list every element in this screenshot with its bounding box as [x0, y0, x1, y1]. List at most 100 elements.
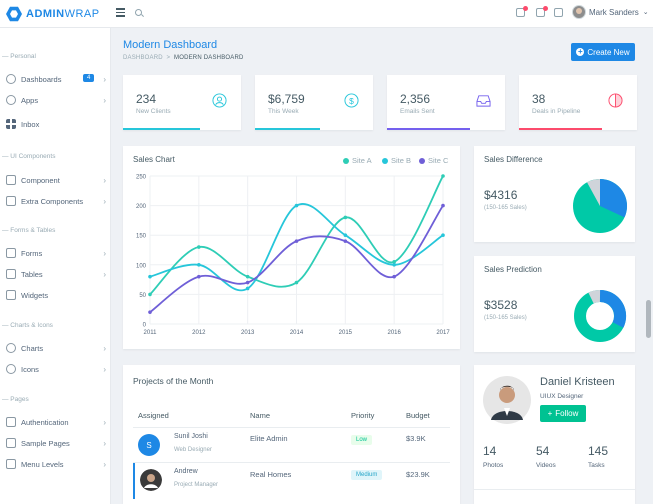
data-point[interactable]	[148, 310, 152, 314]
sidebar-section-personal: — Personal	[2, 53, 36, 60]
sales-prediction-donut	[574, 289, 627, 342]
data-point[interactable]	[343, 233, 348, 237]
sidebar-item-forms[interactable]: Forms ›	[0, 244, 111, 262]
profile-avatar	[483, 376, 531, 424]
sales-difference-value: $4316	[484, 188, 518, 202]
sales-line-chart: 0 50 100 150 200 250 2011 2012 2013 2014 2015 2016 2…	[136, 174, 450, 336]
data-point[interactable]	[392, 263, 396, 267]
chevron-down-icon: ⌄	[642, 9, 649, 16]
data-point[interactable]	[197, 274, 201, 279]
dollar-icon: $	[344, 93, 359, 108]
legend-label: Site A	[352, 156, 372, 165]
brand-bold: ADMIN	[26, 8, 65, 20]
sidebar-item-apps[interactable]: Apps ›	[0, 91, 111, 109]
chevron-right-icon: ›	[103, 438, 106, 448]
column-header-name[interactable]: Name	[250, 411, 271, 420]
data-point[interactable]	[294, 203, 299, 208]
data-point[interactable]	[441, 203, 445, 208]
legend-site-b: Site B	[382, 156, 411, 165]
data-point[interactable]	[392, 260, 396, 264]
sidebar-item-widgets[interactable]: Widgets	[0, 286, 111, 304]
data-point[interactable]	[392, 274, 396, 279]
data-point[interactable]	[343, 239, 348, 243]
sidebar-item-dashboards[interactable]: Dashboards 4 ›	[0, 70, 111, 88]
data-point[interactable]	[245, 274, 250, 279]
x-tick-label: 2016	[387, 330, 401, 336]
legend-dot	[419, 157, 425, 164]
gauge-icon	[6, 74, 16, 84]
sidebar-section-pages: — Pages	[2, 396, 29, 403]
donut-ring-gray	[588, 290, 601, 304]
component-icon	[6, 175, 16, 185]
data-point[interactable]	[197, 263, 201, 267]
legend-label: Site B	[391, 156, 412, 165]
chevron-right-icon: ›	[103, 95, 106, 105]
sidebar-item-extra-components[interactable]: Extra Components ›	[0, 192, 111, 210]
data-point[interactable]	[197, 245, 201, 249]
create-new-button[interactable]: + Create New	[571, 43, 635, 61]
sidebar-item-tables[interactable]: Tables ›	[0, 265, 111, 283]
column-header-priority[interactable]: Priority	[351, 411, 375, 420]
sales-chart-card: Sales Chart Site A Site B Site C 0 50 100 1…	[123, 146, 460, 349]
progress-bar	[519, 128, 602, 130]
sidebar: — Personal Dashboards 4 › Apps › Inbox —…	[0, 28, 111, 504]
project-budget: $23.9K	[406, 470, 430, 479]
data-point[interactable]	[343, 215, 348, 220]
x-tick-label: 2014	[290, 330, 304, 336]
data-point[interactable]	[148, 274, 152, 279]
data-point[interactable]	[294, 280, 299, 285]
stat-card-this-week: $6,759 This Week $	[255, 75, 373, 130]
data-point[interactable]	[441, 233, 445, 237]
assignee-name: Andrew	[174, 468, 198, 475]
sidebar-item-menu-levels[interactable]: Menu Levels ›	[0, 455, 111, 473]
messages-icon[interactable]	[536, 6, 548, 18]
apps-icon[interactable]	[554, 6, 564, 18]
table-row[interactable]: S Sunil Joshi Web Designer Elite Admin L…	[133, 428, 450, 462]
table-row[interactable]: Andrew Project Manager Real Homes Medium…	[133, 463, 450, 499]
data-point[interactable]	[148, 292, 152, 297]
hamburger-menu-icon[interactable]	[116, 8, 125, 20]
project-name: Real Homes	[250, 470, 292, 479]
user-menu[interactable]: Mark Sanders ⌄	[572, 5, 649, 19]
sidebar-item-label: Widgets	[21, 290, 49, 300]
column-header-assigned[interactable]: Assigned	[138, 411, 169, 420]
search-icon[interactable]	[135, 9, 142, 16]
notification-badge: 4	[83, 74, 95, 82]
data-point[interactable]	[245, 280, 250, 285]
photos-count: 14	[483, 444, 497, 458]
tasks-count: 145	[588, 444, 609, 458]
sidebar-item-label: Authentication	[21, 417, 69, 427]
sidebar-item-charts[interactable]: Charts ›	[0, 339, 111, 357]
sidebar-item-authentication[interactable]: Authentication ›	[0, 413, 111, 431]
sidebar-section-charts-icons: — Charts & Icons	[2, 322, 53, 329]
chevron-right-icon: ›	[103, 196, 106, 206]
sidebar-item-label: Icons	[21, 364, 39, 374]
follow-button[interactable]: + Follow	[540, 405, 586, 422]
column-header-budget[interactable]: Budget	[406, 411, 430, 420]
grid-icon	[6, 119, 16, 129]
breadcrumb: DASHBOARD > MODERN DASHBOARD	[123, 55, 244, 61]
scrollbar[interactable]	[646, 300, 651, 338]
sidebar-item-label: Menu Levels	[21, 459, 64, 469]
donut-ring-blue	[599, 289, 627, 328]
follow-label: Follow	[555, 409, 579, 418]
data-point[interactable]	[245, 286, 250, 291]
x-tick-label: 2013	[241, 330, 255, 336]
pie-chart-icon	[6, 343, 16, 353]
sidebar-item-icons[interactable]: Icons ›	[0, 360, 111, 378]
legend-dot	[343, 157, 349, 164]
sidebar-item-inbox[interactable]: Inbox	[0, 115, 111, 133]
brand-light: WRAP	[64, 8, 100, 20]
stat-label: This Week	[268, 108, 299, 115]
sales-difference-card: Sales Difference $4316 (150-165 Sales)	[474, 146, 635, 242]
assignee-role: Web Designer	[174, 447, 212, 453]
data-point[interactable]	[294, 239, 299, 243]
sidebar-item-sample-pages[interactable]: Sample Pages ›	[0, 434, 111, 452]
sidebar-item-label: Charts	[21, 343, 44, 353]
notification-icon[interactable]	[516, 6, 528, 18]
sidebar-item-component[interactable]: Component ›	[0, 171, 111, 189]
profile-role: UIUX Designer	[540, 393, 584, 400]
data-point[interactable]	[441, 174, 445, 178]
breadcrumb-root[interactable]: DASHBOARD	[123, 55, 163, 61]
brand-logo[interactable]: ADMINWRAP	[6, 4, 100, 24]
